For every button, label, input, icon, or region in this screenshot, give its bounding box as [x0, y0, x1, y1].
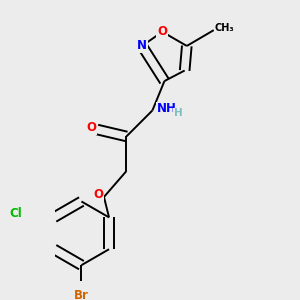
Text: CH₃: CH₃ — [214, 23, 234, 33]
Text: Br: Br — [74, 289, 89, 300]
Text: O: O — [157, 25, 167, 38]
Text: Cl: Cl — [9, 206, 22, 220]
Text: N: N — [137, 39, 147, 52]
Text: NH: NH — [157, 103, 177, 116]
Text: O: O — [93, 188, 103, 201]
Text: O: O — [86, 122, 96, 134]
Text: H: H — [174, 109, 182, 118]
